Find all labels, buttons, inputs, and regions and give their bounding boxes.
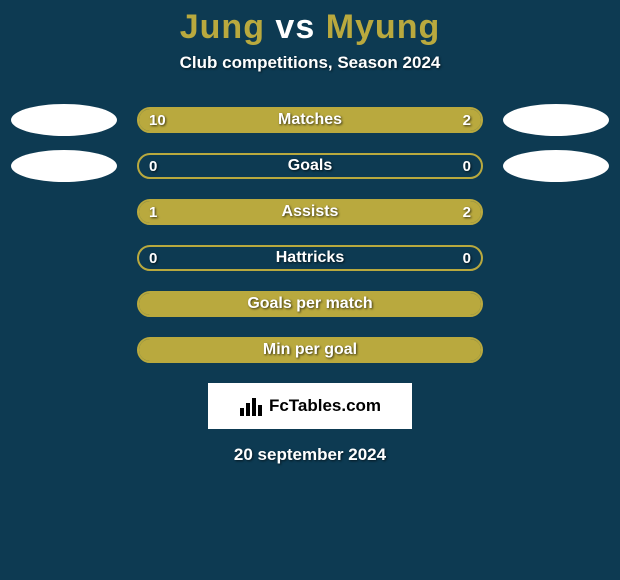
stat-row: Goals per match <box>0 291 620 317</box>
stat-bar: 00Hattricks <box>137 245 483 271</box>
stat-label: Min per goal <box>139 339 481 361</box>
subtitle: Club competitions, Season 2024 <box>0 53 620 73</box>
stat-bar: 12Assists <box>137 199 483 225</box>
page-title: Jung vs Myung <box>0 8 620 47</box>
branding-text: FcTables.com <box>269 396 381 416</box>
bars-icon <box>239 396 263 416</box>
branding-badge[interactable]: FcTables.com <box>208 383 412 429</box>
stat-row: 00Hattricks <box>0 245 620 271</box>
stat-row: 102Matches <box>0 107 620 133</box>
player1-avatar <box>11 150 117 182</box>
player1-avatar <box>11 104 117 136</box>
player2-avatar <box>503 150 609 182</box>
stat-row: 12Assists <box>0 199 620 225</box>
stat-label: Assists <box>139 201 481 223</box>
stat-label: Goals per match <box>139 293 481 315</box>
stat-bar: Goals per match <box>137 291 483 317</box>
stat-bar: Min per goal <box>137 337 483 363</box>
stat-label: Matches <box>139 109 481 131</box>
stat-bar: 00Goals <box>137 153 483 179</box>
date-label: 20 september 2024 <box>0 445 620 465</box>
player2-name: Myung <box>326 8 441 46</box>
stat-bar: 102Matches <box>137 107 483 133</box>
title-vs: vs <box>275 8 315 46</box>
stat-label: Hattricks <box>139 247 481 269</box>
stat-row: Min per goal <box>0 337 620 363</box>
stat-label: Goals <box>139 155 481 177</box>
comparison-panel: Jung vs Myung Club competitions, Season … <box>0 0 620 465</box>
player1-name: Jung <box>180 8 265 46</box>
stats-rows: 102Matches 00Goals 12Assists 00Hattricks Goa… <box>0 107 620 363</box>
player2-avatar <box>503 104 609 136</box>
stat-row: 00Goals <box>0 153 620 179</box>
